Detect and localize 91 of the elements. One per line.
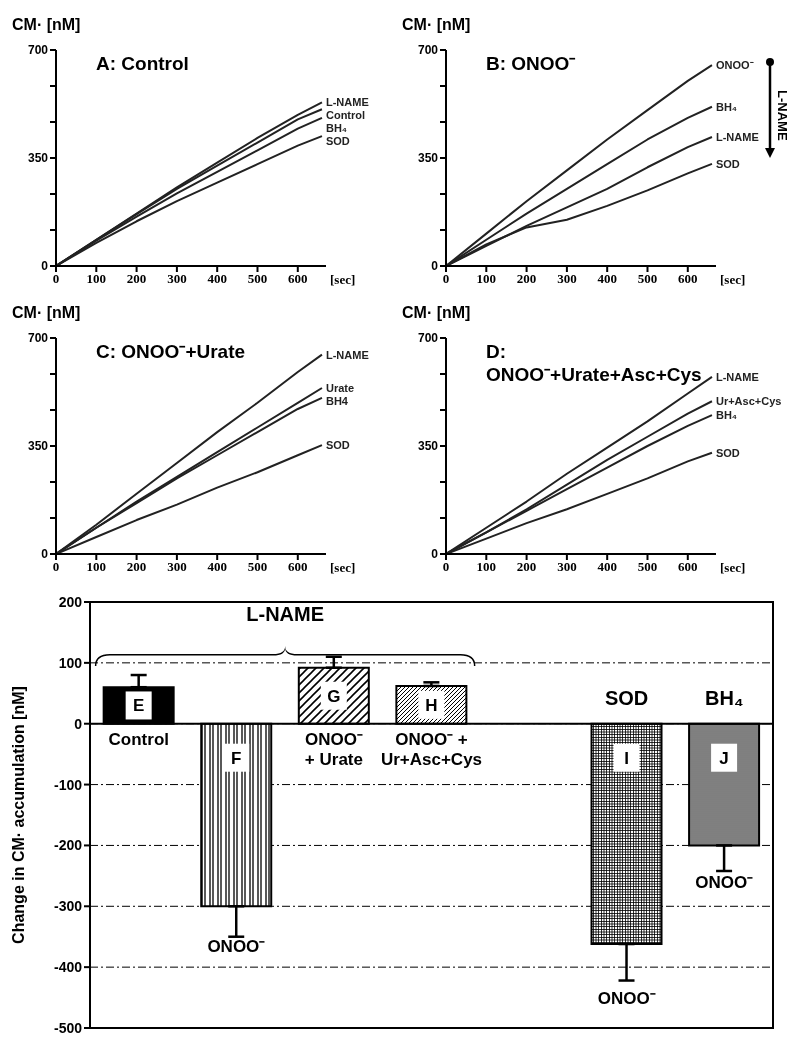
y-tick-label: -100	[53, 776, 83, 793]
x-axis-title: [sec]	[720, 272, 746, 287]
annotation: ONOO⁻ + Ur+Asc+Cys	[380, 730, 483, 770]
x-tick-label: 100	[86, 559, 107, 575]
y-axis-title: Change in CM· accumulation [nM]	[9, 686, 27, 944]
y-tick-label: -300	[53, 898, 83, 915]
y-axis-title: CM· [nM]	[12, 16, 81, 33]
series-label: Ur+Asc+Cys	[715, 395, 782, 408]
annotation: ONOO⁻	[207, 936, 266, 956]
annotation: Control	[108, 730, 169, 750]
x-axis-title: [sec]	[330, 272, 356, 287]
y-tick-label: 350	[27, 439, 49, 454]
text: D: ONOO⁻+Urate+Asc+Cys	[486, 340, 702, 386]
series-label: SOD	[325, 439, 350, 452]
x-tick-label: 400	[597, 559, 617, 575]
x-tick-label: 200	[126, 271, 147, 287]
series-label: L-NAME	[325, 96, 369, 109]
x-tick-label: 200	[516, 559, 537, 575]
x-tick-label: 500	[637, 271, 658, 287]
y-tick-label: -400	[53, 959, 83, 976]
y-axis-title: CM· [nM]	[402, 16, 471, 33]
x-tick-label: 400	[597, 271, 617, 287]
series-label: SOD	[715, 446, 740, 459]
x-tick-label: 400	[207, 271, 227, 287]
x-tick-label: 600	[678, 271, 698, 287]
x-tick-label: 100	[476, 271, 497, 287]
x-tick-label: 100	[86, 271, 107, 287]
annotation: L-NAME	[246, 603, 325, 626]
x-tick-label: 600	[678, 559, 698, 575]
x-tick-label: F	[231, 748, 242, 768]
series-label: L-NAME	[715, 370, 759, 383]
x-tick-label: 200	[516, 271, 537, 287]
x-tick-label: H	[425, 695, 438, 715]
y-tick-label: 700	[27, 331, 49, 346]
y-tick-label: 0	[41, 259, 49, 274]
y-axis-title: CM· [nM]	[402, 304, 471, 321]
annotation: BH₄	[705, 687, 744, 710]
x-axis-title: [sec]	[720, 560, 746, 575]
x-tick-label: J	[719, 748, 729, 768]
y-tick-label: 350	[417, 151, 439, 166]
x-tick-label: 500	[247, 559, 268, 575]
x-tick-label: 600	[288, 559, 308, 575]
series-label: L-NAME	[325, 348, 369, 361]
series-label: BH4	[325, 394, 349, 407]
y-tick-label: 0	[41, 547, 49, 562]
x-tick-label: 300	[167, 271, 187, 287]
series-label: L-NAME	[715, 131, 759, 144]
y-tick-label: 0	[431, 259, 439, 274]
y-tick-label: -500	[53, 1019, 83, 1036]
x-tick-label: G	[327, 686, 341, 706]
x-axis-title: [sec]	[330, 560, 356, 575]
chart-title: A: Control	[96, 52, 189, 75]
y-tick-label: 700	[417, 43, 439, 58]
series-label: Urate	[325, 381, 355, 394]
series-label: BH₄	[715, 100, 738, 113]
x-tick-label: 500	[247, 271, 268, 287]
x-tick-label: I	[624, 748, 629, 768]
series-label: BH₄	[325, 122, 348, 135]
text: L-NAME	[775, 90, 790, 141]
x-tick-label: 400	[207, 559, 227, 575]
x-tick-label: 500	[637, 559, 658, 575]
x-tick-label: 0	[442, 271, 450, 287]
y-tick-label: 700	[27, 43, 49, 58]
x-tick-label: 300	[557, 271, 577, 287]
x-tick-label: E	[132, 696, 145, 716]
x-tick-label: 300	[167, 559, 187, 575]
series-label: ONOO⁻	[715, 59, 754, 72]
annotation: ONOO⁻	[597, 988, 656, 1008]
chart-title: C: ONOO⁻+Urate	[96, 340, 246, 363]
annotation: ONOO⁻	[695, 873, 754, 893]
annotation: SOD	[604, 687, 649, 710]
series-label: Control	[325, 109, 366, 122]
y-tick-label: 700	[417, 331, 439, 346]
x-tick-label: 200	[126, 559, 147, 575]
x-tick-label: 300	[557, 559, 577, 575]
y-tick-label: 0	[74, 715, 83, 732]
chart-title: B: ONOO⁻	[486, 52, 576, 75]
series-label: BH₄	[715, 409, 738, 422]
y-tick-label: -200	[53, 837, 83, 854]
y-tick-label: 200	[58, 593, 83, 610]
y-tick-label: 350	[417, 439, 439, 454]
y-tick-label: 100	[58, 654, 83, 671]
series-label: SOD	[715, 157, 740, 170]
y-tick-label: 0	[431, 547, 439, 562]
y-tick-label: 350	[27, 151, 49, 166]
y-axis-title: CM· [nM]	[12, 304, 81, 321]
x-tick-label: 600	[288, 271, 308, 287]
annotation: ONOO⁻ + Urate	[304, 730, 363, 770]
x-tick-label: 0	[442, 559, 450, 575]
series-label: SOD	[325, 135, 350, 148]
x-tick-label: 100	[476, 559, 497, 575]
